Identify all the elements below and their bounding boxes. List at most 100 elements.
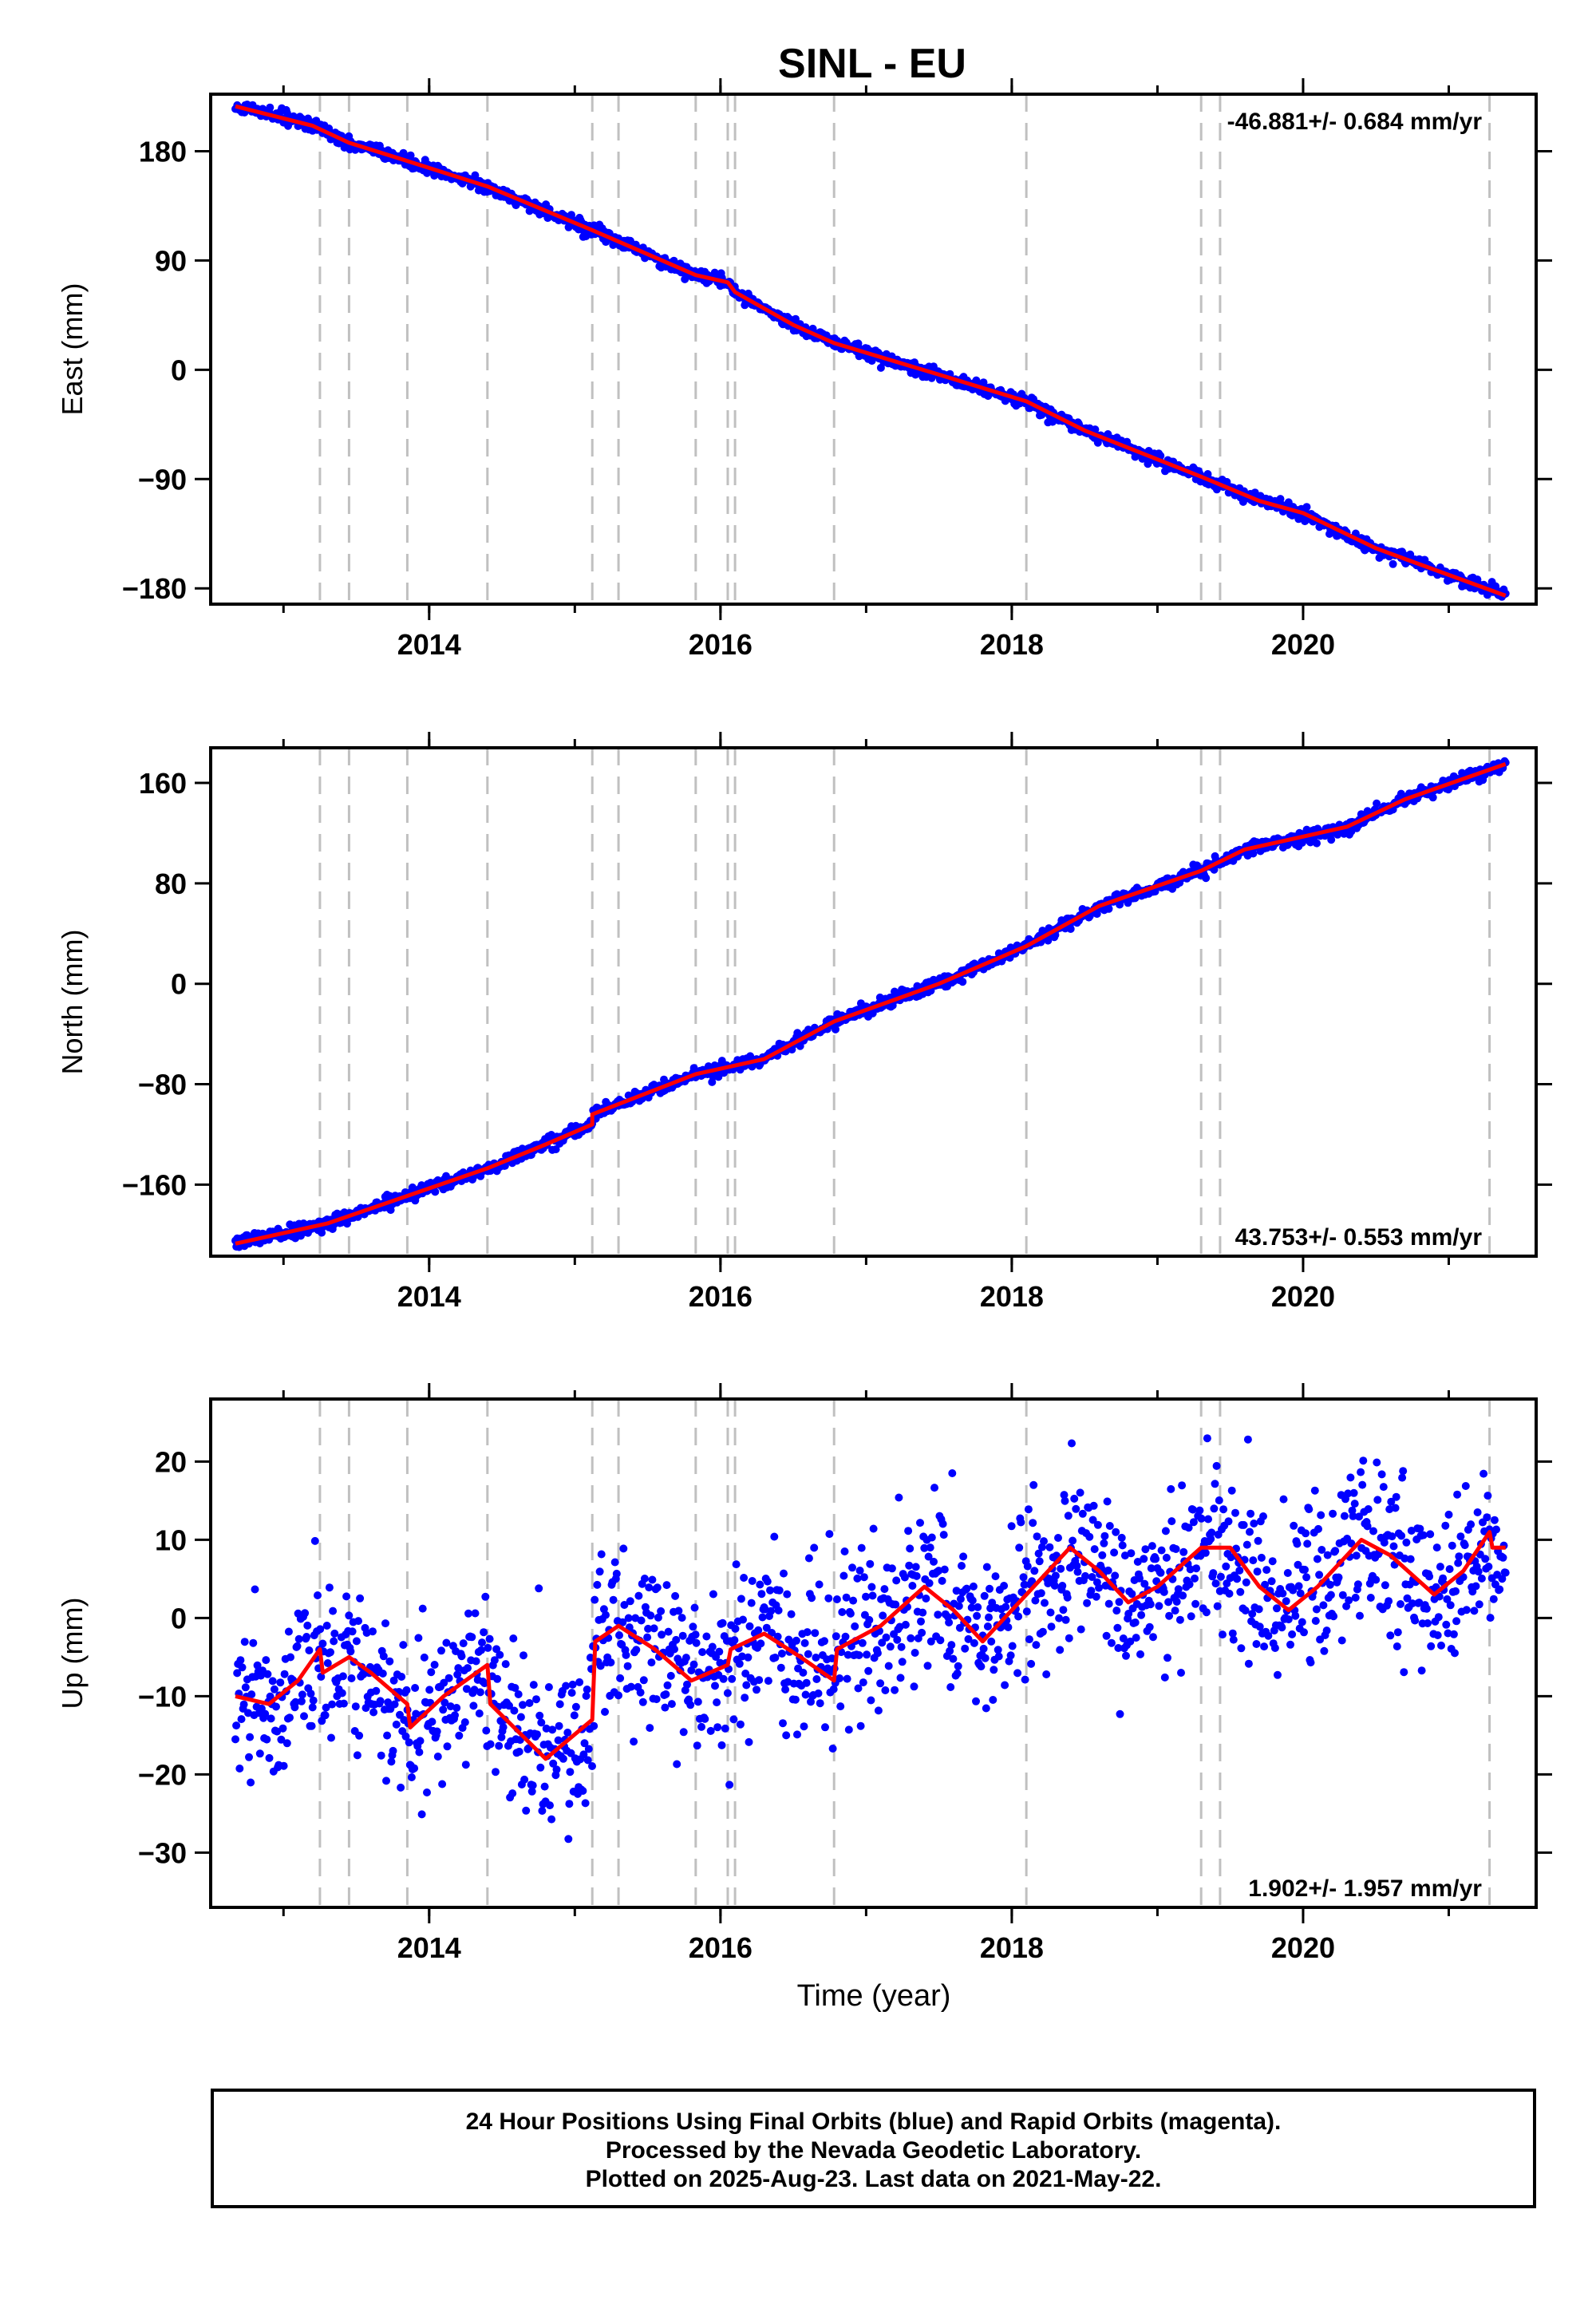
data-point <box>706 1726 715 1735</box>
data-point <box>1288 1630 1297 1638</box>
data-point <box>758 1613 767 1622</box>
data-point <box>1411 1616 1420 1625</box>
data-point <box>593 1580 602 1589</box>
data-point <box>1149 1633 1157 1642</box>
data-point <box>1470 1607 1479 1615</box>
data-point <box>650 1624 658 1633</box>
data-point <box>1077 1625 1085 1634</box>
data-point <box>1161 1527 1170 1535</box>
data-point <box>564 1835 573 1844</box>
data-point <box>1076 1488 1084 1497</box>
data-point <box>584 1745 593 1753</box>
data-point <box>438 1780 447 1788</box>
north-y-axis-label: North (mm) <box>56 930 89 1075</box>
data-point <box>612 1569 621 1578</box>
data-point <box>268 1677 277 1686</box>
data-point <box>417 1810 426 1819</box>
data-point <box>318 1639 327 1648</box>
data-point <box>372 1686 381 1695</box>
data-point <box>907 1634 915 1642</box>
data-point <box>265 1753 274 1762</box>
data-point <box>1436 1563 1444 1571</box>
data-point <box>863 1650 871 1659</box>
data-point <box>731 1624 740 1633</box>
data-point <box>1427 1642 1436 1650</box>
data-point <box>484 1643 492 1652</box>
x-tick-label: 2020 <box>1271 628 1335 661</box>
data-point <box>626 1682 635 1691</box>
data-point <box>887 1564 896 1573</box>
data-point <box>595 1567 604 1576</box>
east-y-axis-label: East (mm) <box>56 283 89 416</box>
data-point <box>1081 1571 1089 1580</box>
data-point <box>1426 1530 1435 1539</box>
data-point <box>1093 1520 1102 1529</box>
data-point <box>282 1739 291 1748</box>
data-point <box>1381 1581 1389 1590</box>
data-point <box>1188 1505 1197 1514</box>
data-point <box>717 1741 726 1749</box>
data-point <box>1045 1543 1054 1551</box>
data-point <box>1359 1456 1368 1465</box>
data-point <box>670 1645 678 1654</box>
data-point <box>237 1715 246 1724</box>
data-point <box>306 1690 315 1698</box>
data-point <box>638 1697 647 1706</box>
data-point <box>1113 1623 1122 1632</box>
data-point <box>626 1597 634 1606</box>
data-point <box>718 1618 727 1627</box>
data-point <box>246 1733 255 1741</box>
data-point <box>439 1705 448 1714</box>
data-point <box>1433 1631 1442 1639</box>
data-point <box>774 1606 783 1614</box>
data-point <box>681 1654 690 1662</box>
north-rate-label: 43.753+/- 0.553 mm/yr <box>1235 1224 1483 1251</box>
y-tick-label: −10 <box>138 1680 187 1713</box>
data-point <box>1132 1634 1140 1642</box>
data-point <box>1054 1534 1062 1542</box>
data-point <box>267 1714 275 1723</box>
data-point <box>911 1649 919 1657</box>
data-point <box>821 1723 829 1732</box>
data-point <box>533 1730 541 1739</box>
data-point <box>1419 1531 1428 1539</box>
up-plot-frame <box>209 1397 1538 1909</box>
data-point <box>348 1627 357 1636</box>
data-point <box>811 1629 820 1638</box>
data-point <box>355 1731 364 1740</box>
data-point <box>241 1683 250 1692</box>
data-point <box>478 1638 486 1647</box>
data-point <box>563 1729 572 1737</box>
data-point <box>591 1595 599 1604</box>
data-point <box>692 1638 701 1647</box>
data-point <box>1001 1681 1009 1690</box>
data-point <box>1061 1615 1070 1624</box>
data-point <box>1396 1600 1404 1608</box>
data-point <box>1486 1614 1495 1622</box>
data-point <box>969 1582 978 1591</box>
data-point <box>1021 1675 1029 1684</box>
data-point <box>615 1631 623 1639</box>
data-point <box>632 1646 641 1654</box>
data-point <box>1162 1553 1171 1562</box>
data-point <box>399 1641 408 1650</box>
data-point <box>354 1617 362 1626</box>
data-point <box>679 1728 688 1737</box>
data-point <box>763 1577 772 1586</box>
data-point <box>411 1684 420 1692</box>
y-tick-label: −180 <box>122 572 187 605</box>
data-point <box>1268 1557 1277 1566</box>
y-tick-label: 10 <box>155 1524 187 1556</box>
data-point <box>540 1782 549 1791</box>
data-point <box>962 1584 971 1593</box>
data-point <box>1195 1506 1204 1515</box>
data-point <box>979 378 988 387</box>
data-point <box>973 1611 982 1620</box>
data-point <box>247 1778 255 1787</box>
data-point <box>444 1674 453 1682</box>
data-point <box>640 1575 649 1583</box>
data-point <box>588 1762 596 1770</box>
data-point <box>678 1631 687 1640</box>
data-point <box>911 1563 920 1571</box>
data-point <box>855 1651 863 1659</box>
